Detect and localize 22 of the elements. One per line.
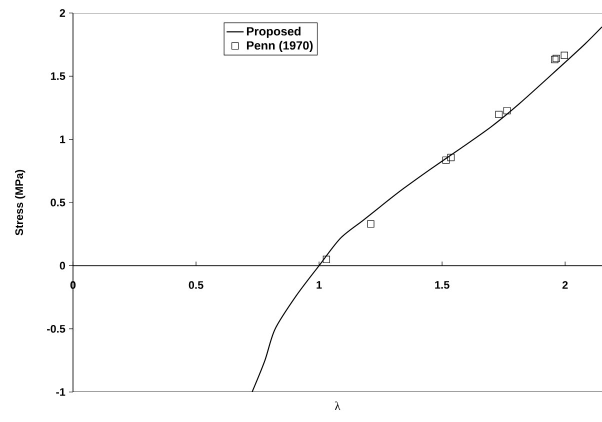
x-tick-label: 1	[316, 281, 322, 289]
legend-label: Proposed	[246, 26, 301, 38]
y-axis-title: Stress (MPa)	[14, 170, 26, 236]
point	[367, 220, 374, 228]
x-tick-label: 0.5	[188, 281, 204, 289]
legend-label: Penn (1970)	[246, 40, 313, 52]
y-tick-label: 1.5	[50, 72, 66, 80]
point	[442, 156, 450, 164]
x-tick-label: 1.5	[435, 281, 450, 289]
point	[560, 52, 568, 59]
point	[447, 154, 455, 162]
y-tick-label: -1	[56, 388, 66, 396]
point	[322, 256, 330, 263]
y-tick-label: 0	[60, 262, 66, 270]
y-tick-label: 2	[60, 9, 66, 17]
point	[495, 110, 502, 118]
point	[503, 107, 511, 114]
y-tick-label: 1	[60, 136, 66, 144]
x-tick-label: 2	[562, 281, 568, 289]
x-axis-title: λ	[334, 401, 340, 410]
y-tick-label: -0.5	[47, 324, 66, 333]
y-tick-label: 0.5	[50, 198, 66, 206]
